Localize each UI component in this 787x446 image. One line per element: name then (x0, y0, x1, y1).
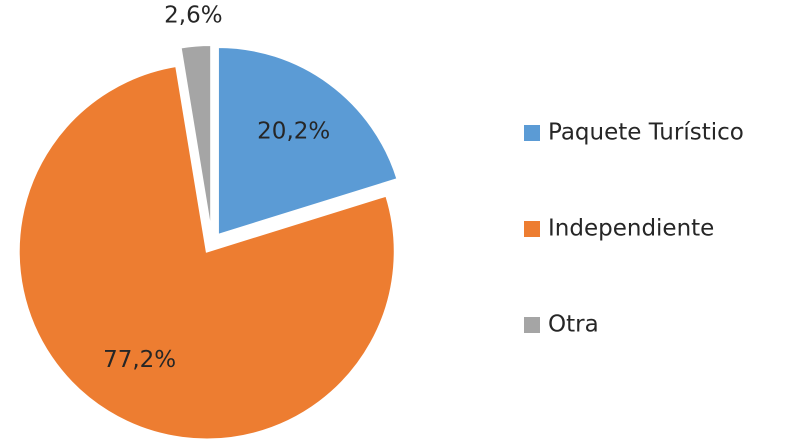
data-label: 77,2% (103, 347, 176, 373)
legend-swatch (524, 125, 540, 141)
legend-label: Paquete Turístico (548, 120, 744, 146)
pie-slice (179, 44, 213, 234)
pie-slice (17, 64, 396, 441)
data-label: 2,6% (164, 2, 222, 28)
legend-label: Otra (548, 312, 599, 338)
legend-label: Independiente (548, 216, 714, 242)
data-label: 20,2% (257, 118, 330, 144)
pie-slice (216, 45, 399, 237)
legend-swatch (524, 317, 540, 333)
legend-swatch (524, 221, 540, 237)
